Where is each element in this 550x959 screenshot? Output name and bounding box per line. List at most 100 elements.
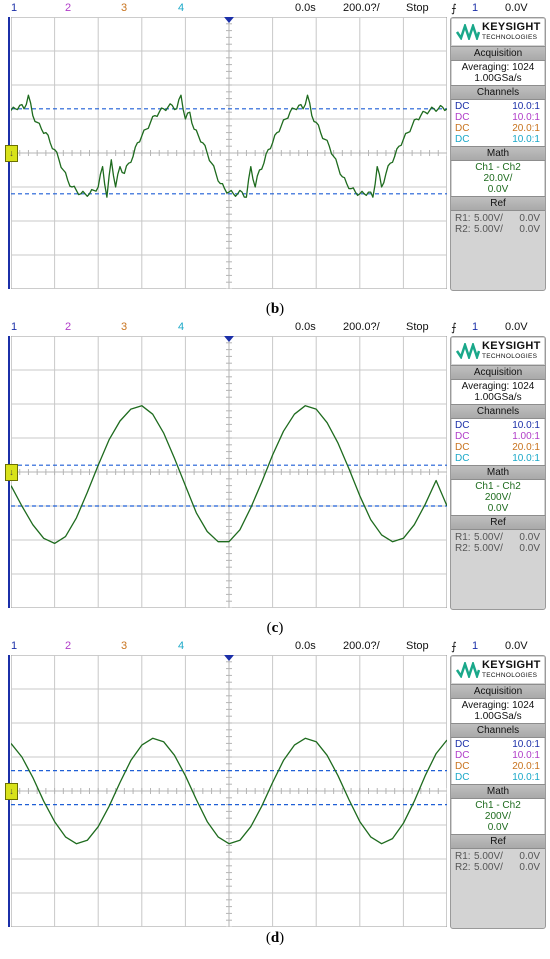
brand-name: KEYSIGHT — [482, 21, 541, 33]
channel-coupling: DC — [455, 761, 470, 772]
ch3-indicator: 3 — [121, 321, 128, 333]
acquisition-section: Averaging: 1024 1.00GSa/s — [452, 699, 544, 723]
channel-probe-ratio: 10.0:1 — [512, 739, 540, 750]
ch4-indicator: 4 — [178, 640, 185, 652]
math-section: Ch1 - Ch2 200V/0.0V — [452, 799, 544, 834]
time-scale: 200.0?/ — [343, 321, 380, 333]
channel-row-3: DC 20.0:1 — [452, 761, 544, 772]
time-offset: 0.0s — [295, 2, 316, 14]
acquisition-header: Acquisition — [451, 684, 545, 699]
brand-logo: KEYSIGHT TECHNOLOGIES — [452, 338, 544, 364]
trigger-level: 0.0V — [505, 321, 528, 333]
ch1-indicator: 1 — [11, 640, 18, 652]
channel-coupling: DC — [455, 134, 470, 145]
trigger-icon: ⨍ — [451, 641, 457, 653]
channel-probe-ratio: 20.0:1 — [512, 442, 540, 453]
math-header: Math — [451, 784, 545, 799]
channel-probe-ratio: 10.0:1 — [512, 772, 540, 783]
trigger-position-marker — [224, 17, 234, 23]
scope-status-bar: 1 2 3 4 0.0s 200.0?/ Stop ⨍ 1 0.0V — [8, 638, 546, 654]
channel-row-4: DC 10.0:1 — [452, 134, 544, 145]
channel-probe-ratio: 10.0:1 — [512, 112, 540, 123]
channel-probe-ratio: 10.0:1 — [512, 134, 540, 145]
channel-probe-ratio: 10.0:1 — [512, 420, 540, 431]
ref-section: R1: 5.00V/0.0V R2: 5.00V/0.0V — [452, 530, 544, 556]
channels-header: Channels — [451, 723, 545, 738]
brand-name: KEYSIGHT — [482, 340, 541, 352]
sample-rate: 1.00GSa/s — [474, 392, 522, 403]
waveform-svg — [11, 17, 447, 289]
figure-caption-d: (d) — [265, 930, 285, 946]
oscilloscope-screen-c: 1 2 3 4 0.0s 200.0?/ Stop ⨍ 1 0.0V ↓ KEYSIGHT TECHNO… — [5, 319, 546, 611]
time-offset: 0.0s — [295, 321, 316, 333]
channel-row-2: DC 10.0:1 — [452, 750, 544, 761]
ch1-indicator: 1 — [11, 2, 18, 14]
channels-section: DC 10.0:1 DC 10.0:1 DC 20.0:1 DC 10.0:1 — [452, 100, 544, 146]
ref-name: R2: — [455, 543, 471, 554]
channel-probe-ratio: 20.0:1 — [512, 761, 540, 772]
ref-scale: 5.00V/ — [474, 224, 503, 235]
brand-subtitle: TECHNOLOGIES — [482, 34, 538, 41]
ref-row-1: R1: 5.00V/0.0V — [452, 851, 544, 862]
math-trace-line — [11, 737, 447, 845]
oscilloscope-screen-d: 1 2 3 4 0.0s 200.0?/ Stop ⨍ 1 0.0V ↓ KEYSIGHT TECHNO… — [5, 638, 546, 930]
trigger-source: 1 — [472, 640, 479, 652]
sample-rate: 1.00GSa/s — [474, 73, 522, 84]
acquisition-header: Acquisition — [451, 365, 545, 380]
trigger-level: 0.0V — [505, 640, 528, 652]
math-fn: Ch1 - Ch2 — [475, 481, 521, 492]
acquisition-header: Acquisition — [451, 46, 545, 61]
channels-header: Channels — [451, 85, 545, 100]
channel-coupling: DC — [455, 101, 470, 112]
math-section: Ch1 - Ch2 200V/0.0V — [452, 480, 544, 515]
channel-coupling: DC — [455, 739, 470, 750]
trigger-level: 0.0V — [505, 2, 528, 14]
ref-scale: 5.00V/ — [474, 213, 503, 224]
trigger-icon: ⨍ — [451, 3, 457, 15]
run-state: Stop — [406, 640, 429, 652]
channel-row-1: DC 10.0:1 — [452, 739, 544, 750]
acquisition-mode: Averaging: 1024 — [461, 700, 535, 711]
math-section: Ch1 - Ch2 20.0V/0.0V — [452, 161, 544, 196]
trigger-position-marker — [224, 655, 234, 661]
scope-side-panel: KEYSIGHT TECHNOLOGIES Acquisition Averaging… — [450, 17, 546, 291]
channel-coupling: DC — [455, 750, 470, 761]
sample-rate: 1.00GSa/s — [474, 711, 522, 722]
caption-letter: d — [270, 930, 280, 946]
ref-header: Ref — [451, 515, 545, 530]
math-header: Math — [451, 146, 545, 161]
scope-status-bar: 1 2 3 4 0.0s 200.0?/ Stop ⨍ 1 0.0V — [8, 319, 546, 335]
keysight-wave-icon — [456, 662, 480, 678]
oscilloscope-screen-b: 1 2 3 4 0.0s 200.0?/ Stop ⨍ 1 0.0V ↓ KEYSIGHT TECHNO… — [5, 0, 546, 292]
brand-subtitle: TECHNOLOGIES — [482, 672, 538, 679]
ref-offset: 0.0V — [519, 851, 540, 862]
ref-section: R1: 5.00V/0.0V R2: 5.00V/0.0V — [452, 849, 544, 875]
math-trace-line — [11, 94, 447, 198]
caption-letter: c — [271, 620, 279, 636]
channel-row-2: DC 1.00:1 — [452, 431, 544, 442]
ref-name: R1: — [455, 213, 471, 224]
channel-probe-ratio: 10.0:1 — [512, 453, 540, 464]
math-fn: Ch1 - Ch2 — [475, 800, 521, 811]
acquisition-section: Averaging: 1024 1.00GSa/s — [452, 380, 544, 404]
math-fn: Ch1 - Ch2 — [475, 162, 521, 173]
channel-probe-ratio: 1.00:1 — [512, 431, 540, 442]
channel-coupling: DC — [455, 123, 470, 134]
ref-row-2: R2: 5.00V/0.0V — [452, 224, 544, 235]
trigger-source: 1 — [472, 2, 479, 14]
channel-coupling: DC — [455, 431, 470, 442]
keysight-wave-icon — [456, 343, 480, 359]
channel-row-1: DC 10.0:1 — [452, 101, 544, 112]
ref-offset: 0.0V — [519, 543, 540, 554]
ref-offset: 0.0V — [519, 862, 540, 873]
run-state: Stop — [406, 2, 429, 14]
channel-coupling: DC — [455, 442, 470, 453]
ground-reference-marker: ↓ — [5, 464, 18, 481]
waveform-display: ↓ — [5, 17, 447, 289]
trigger-position-marker — [224, 336, 234, 342]
waveform-svg — [11, 655, 447, 927]
ground-reference-marker: ↓ — [5, 783, 18, 800]
ref-offset: 0.0V — [519, 532, 540, 543]
caption-letter: b — [270, 301, 280, 317]
ch3-indicator: 3 — [121, 640, 128, 652]
